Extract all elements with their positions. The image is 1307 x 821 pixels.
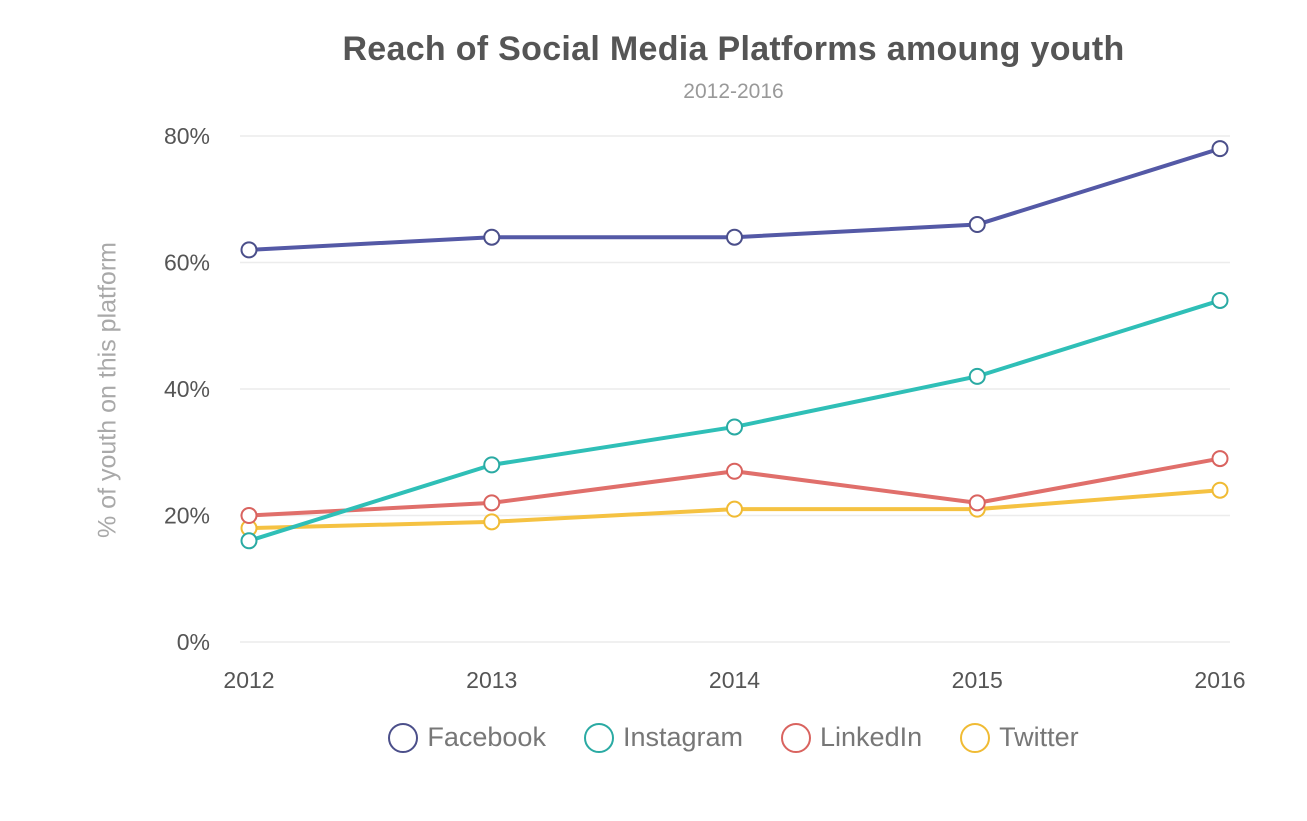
legend-label: Facebook xyxy=(427,722,546,752)
data-point-linkedin-2016[interactable] xyxy=(1211,450,1229,468)
gridlines xyxy=(240,135,1230,643)
legend-label: Instagram xyxy=(622,722,744,752)
legend-item-instagram[interactable]: Instagram xyxy=(583,722,744,753)
series-instagram xyxy=(240,291,1229,550)
data-point-instagram-2014[interactable] xyxy=(726,418,743,436)
x-tick-label: 2013 xyxy=(466,667,517,693)
x-tick-label: 2014 xyxy=(709,667,760,693)
legend-item-linkedin[interactable]: LinkedIn xyxy=(781,722,922,753)
data-point-linkedin-2014[interactable] xyxy=(726,462,743,480)
series-twitter xyxy=(240,481,1229,537)
data-point-instagram-2016[interactable] xyxy=(1211,291,1229,309)
data-point-facebook-2014[interactable] xyxy=(726,228,743,246)
data-point-linkedin-2012[interactable] xyxy=(240,507,258,524)
chart-subtitle: 2012-2016 xyxy=(683,80,784,103)
legend-item-twitter[interactable]: Twitter xyxy=(960,722,1079,753)
series-layer xyxy=(240,140,1229,550)
data-point-instagram-2015[interactable] xyxy=(968,367,986,385)
y-tick-label: 60% xyxy=(164,250,210,276)
legend-label: Twitter xyxy=(999,722,1079,752)
chart-title: Reach of Social Media Platforms amoung y… xyxy=(342,30,1125,68)
data-point-twitter-2016[interactable] xyxy=(1211,481,1229,499)
data-point-twitter-2014[interactable] xyxy=(726,500,743,518)
legend-circle-icon xyxy=(781,722,812,753)
legend-item-facebook[interactable]: Facebook xyxy=(388,722,546,753)
data-point-linkedin-2013[interactable] xyxy=(483,494,501,512)
data-point-linkedin-2015[interactable] xyxy=(968,494,986,512)
data-point-facebook-2016[interactable] xyxy=(1211,140,1229,158)
data-point-facebook-2012[interactable] xyxy=(240,241,258,259)
series-linkedin xyxy=(240,450,1229,524)
x-tick-label: 2012 xyxy=(223,667,274,693)
legend-circle-icon xyxy=(583,722,614,753)
legend-circle-icon xyxy=(388,722,419,753)
data-point-instagram-2012[interactable] xyxy=(240,532,258,550)
y-tick-label: 40% xyxy=(164,376,210,402)
x-tick-label: 2016 xyxy=(1194,667,1245,693)
legend-label: LinkedIn xyxy=(820,722,923,752)
y-tick-label: 20% xyxy=(164,503,210,529)
y-axis-ticks: 0% 20% 40% 60% 80% xyxy=(164,123,210,655)
series-facebook xyxy=(240,140,1229,259)
y-tick-label: 0% xyxy=(177,629,210,655)
data-point-twitter-2013[interactable] xyxy=(483,513,501,531)
data-point-facebook-2013[interactable] xyxy=(483,228,501,246)
legend-circle-icon xyxy=(960,722,991,753)
data-point-facebook-2015[interactable] xyxy=(968,216,986,234)
x-tick-label: 2015 xyxy=(952,667,1003,693)
x-axis-ticks: 2012 2013 2014 2015 2016 xyxy=(223,667,1245,693)
legend: Facebook Instagram LinkedIn Twitter xyxy=(0,722,1307,753)
y-tick-label: 80% xyxy=(164,123,210,149)
data-point-instagram-2013[interactable] xyxy=(483,456,501,474)
